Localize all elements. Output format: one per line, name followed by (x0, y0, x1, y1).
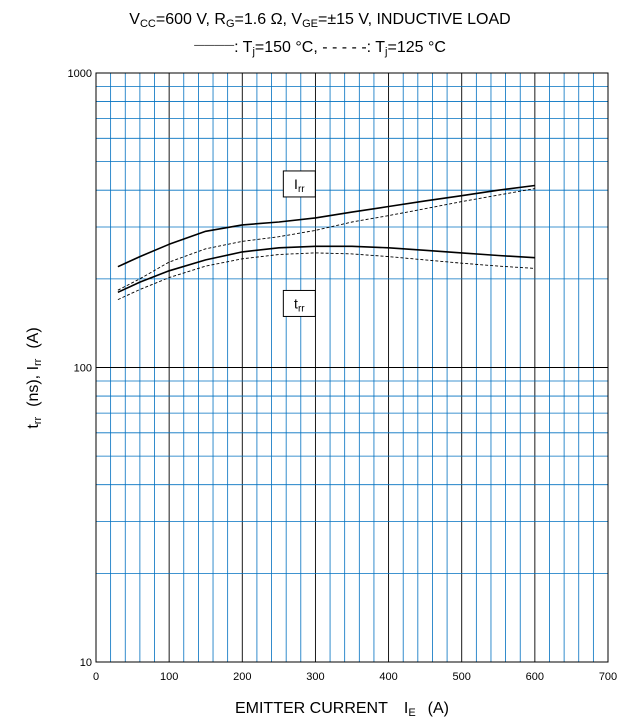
x-tick-label: 700 (599, 671, 617, 683)
x-tick-label: 600 (526, 671, 544, 683)
chart-subtitle-legend: ————: Tj=150 °C, - - - - -: Tj=125 °C (194, 39, 446, 58)
y-tick-label: 10 (80, 657, 92, 669)
x-tick-label: 200 (233, 671, 251, 683)
plot-frame (95, 72, 609, 663)
chart-title: VCC=600 V, RG=1.6 Ω, VGE=±15 V, INDUCTIV… (129, 11, 510, 30)
series-group (117, 184, 536, 301)
annotations: Irr trr (282, 170, 316, 317)
series-line-dashed-1 (117, 188, 535, 291)
curve-label-box-0 (282, 170, 316, 198)
y-axis-label: trr(ns), Irr(A) (25, 327, 44, 428)
x-tick-label: 100 (160, 671, 178, 683)
curve-label-trr: trr (294, 295, 305, 314)
plot-area: Irr trr (95, 72, 609, 663)
y-tick-labels: 10 100 1000 (68, 68, 92, 669)
y-tick-label: 1000 (68, 68, 92, 80)
x-tick-labels: 0 100 200 300 400 500 600 700 (93, 671, 617, 683)
y-tick-label: 100 (74, 363, 92, 375)
x-tick-label: 400 (379, 671, 397, 683)
x-tick-label: 500 (453, 671, 471, 683)
series-line-dashed-3 (117, 252, 535, 301)
curve-label-Irr: Irr (294, 176, 305, 195)
x-axis-label: EMITTER CURRENT IE (A) (235, 700, 449, 719)
series-line-solid-0 (117, 184, 536, 268)
x-tick-label: 0 (93, 671, 99, 683)
x-tick-label: 300 (306, 671, 324, 683)
series-line-solid-2 (117, 245, 535, 294)
curve-label-box-1 (282, 289, 316, 317)
grid-lines (95, 72, 609, 663)
